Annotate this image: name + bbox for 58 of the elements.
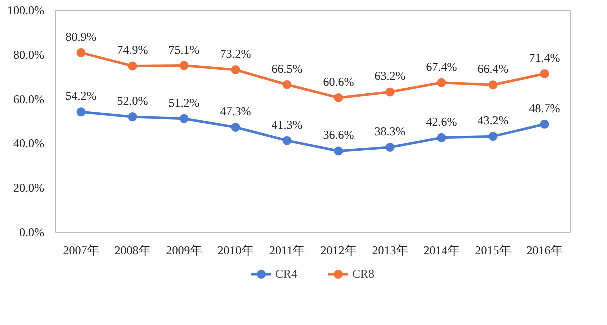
point	[540, 70, 550, 78]
x-tick-label: 2013年	[372, 244, 408, 258]
point	[540, 120, 550, 129]
x-tick-label: 2011年	[269, 244, 306, 258]
legend-label: CR4	[275, 266, 298, 282]
point	[76, 48, 86, 58]
point	[282, 80, 292, 90]
x-tick-label: 2008年	[114, 244, 151, 258]
data-label: 43.2%	[478, 114, 509, 128]
data-label: 47.3%	[220, 104, 252, 118]
x-tick-label: 2016年	[526, 244, 563, 258]
data-label: 60.6%	[323, 74, 354, 89]
x-tick-label: 2015年	[475, 244, 512, 258]
point	[334, 146, 344, 156]
point	[386, 88, 395, 97]
point	[437, 78, 446, 88]
point	[386, 142, 395, 152]
point	[180, 114, 189, 124]
point	[128, 62, 138, 71]
x-tick-label: 2014年	[424, 244, 460, 258]
point	[488, 132, 498, 142]
point	[437, 133, 446, 142]
point	[180, 61, 189, 70]
data-label: 42.6%	[426, 114, 458, 129]
x-tick-label: 2009年	[166, 244, 202, 258]
point	[128, 112, 138, 122]
x-tick-label: 2012年	[320, 244, 357, 258]
data-label: 74.9%	[117, 43, 148, 58]
point	[488, 80, 498, 90]
data-label: 75.1%	[168, 42, 200, 57]
data-label: 73.2%	[220, 46, 252, 61]
legend-label: CR8	[352, 266, 375, 282]
data-label: 54.2%	[66, 89, 97, 104]
y-tick-label: 20.0%	[14, 181, 45, 196]
point	[334, 93, 344, 102]
y-tick-label: 60.0%	[14, 92, 45, 106]
data-label: 41.3%	[272, 118, 303, 132]
y-tick-label: 40.0%	[14, 136, 45, 151]
data-label: 48.7%	[529, 101, 560, 116]
x-tick-label: 2010年	[218, 244, 254, 258]
data-label: 67.4%	[426, 60, 458, 74]
data-label: 52.0%	[117, 94, 148, 108]
point	[76, 108, 86, 117]
y-tick-label: 80.0%	[14, 48, 45, 62]
x-tick-label: 2007年	[63, 244, 100, 258]
point	[282, 136, 292, 146]
data-label: 38.3%	[374, 124, 406, 138]
data-label: 66.5%	[272, 62, 303, 76]
data-label: 51.2%	[168, 96, 200, 110]
data-label: 80.9%	[66, 30, 97, 44]
point	[231, 66, 240, 74]
data-label: 63.2%	[374, 69, 406, 84]
y-tick-label: 100.0%	[8, 4, 45, 18]
data-label: 36.6%	[323, 128, 354, 142]
y-tick-label: 0.0%	[20, 226, 45, 240]
point	[231, 123, 240, 132]
data-label: 71.4%	[529, 50, 560, 65]
data-label: 66.4%	[478, 62, 509, 76]
